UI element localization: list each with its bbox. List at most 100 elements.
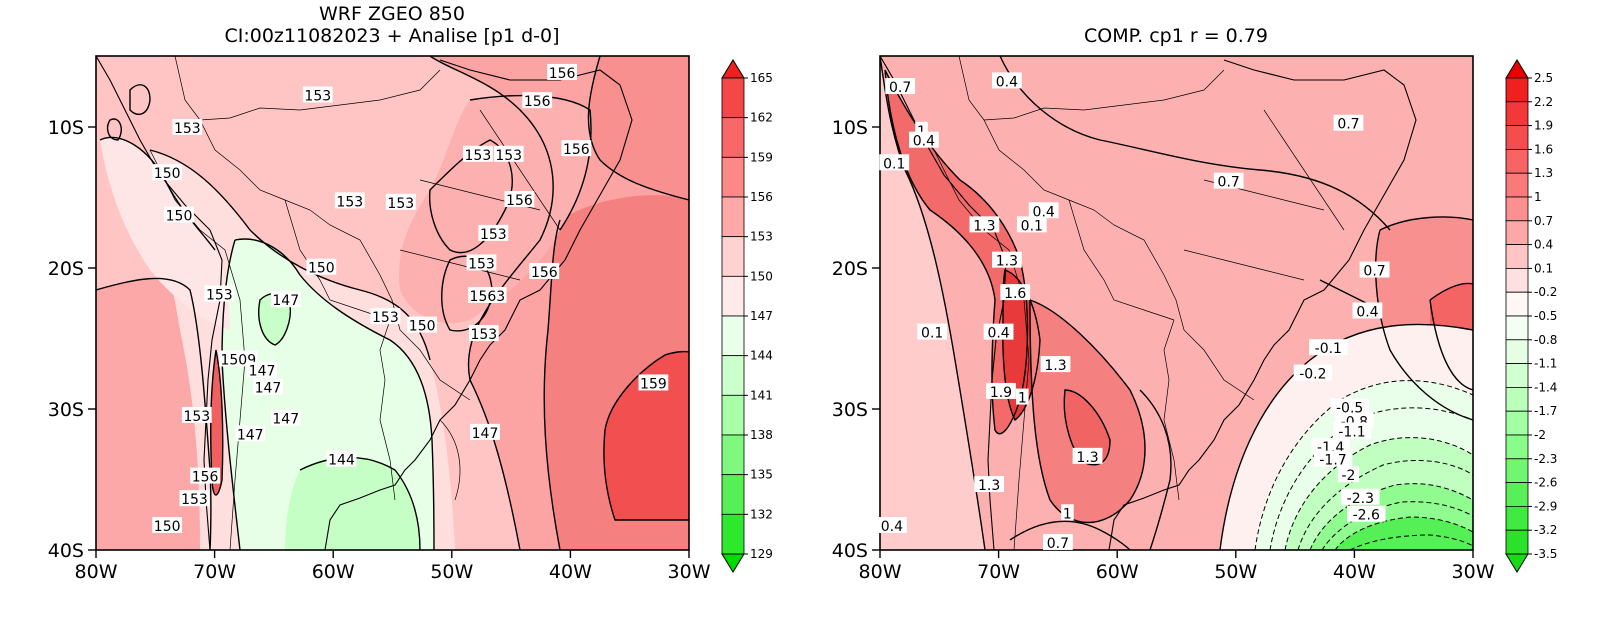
left-contour-label-text: 147 — [472, 426, 499, 442]
right-contour-label: -0.2 — [1293, 364, 1333, 383]
left-contour-label: 150 — [152, 164, 183, 182]
right-colorbar-swatch — [1505, 363, 1529, 388]
left-contour-label: 147 — [470, 423, 500, 442]
left-contour-label-text: 153 — [468, 256, 495, 272]
left-colorbar-label: 132 — [750, 507, 773, 521]
right-lat-label: 10S — [832, 117, 868, 139]
right-colorbar-swatch — [1505, 220, 1529, 246]
right-title: COMP. cp1 r = 0.79 — [1084, 25, 1268, 47]
right-colorbar-swatch — [1505, 101, 1529, 127]
right-colorbar-label: -2.9 — [1534, 499, 1557, 513]
right-colorbar-swatch — [1505, 148, 1529, 174]
right-contour-label-text: 1.3 — [1076, 450, 1098, 466]
right-contour-label: 0.1 — [1016, 216, 1047, 234]
right-contour-label: 0.7 — [885, 78, 916, 96]
left-contour-label-text: 159 — [640, 376, 667, 392]
left-colorbar-swatch — [721, 513, 745, 555]
right-contour-label-text: 1.6 — [1004, 286, 1026, 302]
right-colorbar-label: 2.2 — [1534, 95, 1553, 109]
left-contour-label-text: 1563 — [470, 289, 506, 305]
left-title-line1: WRF ZGEO 850 — [319, 3, 465, 25]
left-contour-label-text: 153 — [465, 148, 492, 164]
left-contour-label: 156 — [561, 140, 592, 158]
right-contour-label: 1 — [1016, 388, 1029, 407]
left-contour-label: 156 — [190, 467, 221, 486]
right-colorbar-label: -1.4 — [1534, 380, 1557, 394]
right-colorbar-swatch — [1505, 172, 1529, 198]
right-contour-label-text: 1 — [1018, 391, 1027, 407]
right-colorbar-swatch — [1505, 434, 1529, 460]
right-contour-label-text: -0.1 — [1315, 341, 1342, 357]
left-contour-label: 153 — [179, 490, 210, 508]
right-contour-label-text: -2 — [1341, 468, 1355, 484]
right-contour-label-text: 0.1 — [883, 156, 905, 172]
right-colorbar-swatch — [1505, 196, 1529, 222]
left-lon-label: 80W — [75, 561, 118, 583]
left-contour-label-text: 156 — [506, 193, 533, 209]
left-map-fill — [96, 56, 689, 550]
right-contour-label: 1.3 — [1040, 356, 1071, 374]
left-colorbar-swatch — [721, 196, 745, 238]
left-contour-label-text: 153 — [304, 89, 331, 105]
right-contour-label-text: 0.4 — [913, 134, 935, 150]
right-colorbar-label: 0.4 — [1534, 238, 1553, 252]
right-contour-label-text: 1.3 — [996, 254, 1018, 270]
left-contour-label-text: 144 — [328, 453, 355, 469]
left-contour-label: 153 — [302, 86, 333, 105]
right-contour-label: -2.3 — [1341, 488, 1380, 507]
left-contour-label-text: 150 — [154, 519, 181, 535]
left-lat-axis: 10S 20S 30S 40S — [48, 117, 96, 562]
left-contour-label: 147 — [235, 425, 266, 443]
right-colorbar-swatch — [1505, 386, 1529, 412]
right-colorbar-label: 1 — [1534, 190, 1542, 204]
left-panel: WRF ZGEO 850 CI:00z11082023 + Analise [p… — [48, 3, 773, 583]
right-contour-label: 1.3 — [969, 216, 1000, 234]
right-lon-label: 40W — [1333, 561, 1376, 583]
left-colorbar-swatch — [721, 315, 745, 357]
left-colorbar-swatch — [721, 434, 745, 476]
right-colorbar-swatch — [1505, 125, 1529, 150]
right-contour-labels: 0.70.40.710.40.10.70.41.30.11.30.71.60.4… — [876, 72, 1390, 552]
left-contour-label-text: 150 — [308, 261, 335, 277]
right-colorbar-label: 1.9 — [1534, 119, 1553, 133]
right-colorbar-label: -1.7 — [1534, 404, 1557, 418]
left-contour-label-text: 153 — [183, 409, 210, 425]
left-contour-label-text: 153 — [174, 121, 201, 137]
right-lat-label: 40S — [832, 540, 868, 562]
right-contour-label-text: 0.4 — [987, 326, 1009, 342]
right-contour-label: 0.7 — [1359, 261, 1390, 280]
left-contour-label: 159 — [638, 374, 669, 392]
left-colorbar-label: 156 — [750, 190, 773, 204]
right-lon-label: 70W — [977, 561, 1020, 583]
left-contour-label: 150 — [407, 316, 438, 335]
left-lat-label: 30S — [48, 399, 84, 421]
left-lat-label: 40S — [48, 540, 84, 562]
right-contour-label: -1.7 — [1313, 450, 1353, 469]
left-map-frame — [95, 55, 690, 551]
left-contour-label-text: 147 — [272, 412, 299, 428]
left-contour-label: 153 — [370, 308, 401, 326]
right-colorbar-swatch — [1505, 529, 1529, 555]
left-colorbar-swatch — [721, 355, 745, 396]
left-contour-label-text: 153 — [480, 227, 507, 243]
left-contour-label-text: 156 — [563, 142, 590, 158]
right-colorbar-label: -2 — [1534, 428, 1546, 442]
left-colorbar-swatch — [721, 156, 745, 198]
left-contour-label-text: 147 — [237, 427, 264, 443]
right-contour-label-text: -2.6 — [1353, 508, 1380, 524]
right-colorbar-swatch — [1505, 77, 1529, 103]
left-contour-label: 153 — [334, 192, 365, 210]
left-lon-label: 70W — [193, 561, 236, 583]
left-contour-label: 147 — [270, 291, 301, 309]
right-colorbar-label: 0.7 — [1534, 214, 1553, 228]
right-colorbar-label: 2.5 — [1534, 71, 1553, 85]
left-contour-label-text: 156 — [531, 265, 558, 281]
right-contour-label: 1.9 — [986, 382, 1016, 401]
left-contour-label-text: 156 — [192, 470, 219, 486]
right-contour-label-text: -0.2 — [1299, 367, 1326, 383]
right-contour-label-text: 0.7 — [1218, 175, 1240, 191]
left-contour-label: 147 — [247, 361, 277, 380]
left-colorbar-label: 129 — [750, 547, 773, 561]
left-title-line2: CI:00z11082023 + Analise [p1 d-0] — [224, 25, 559, 47]
right-contour-label: 0.4 — [876, 517, 907, 535]
